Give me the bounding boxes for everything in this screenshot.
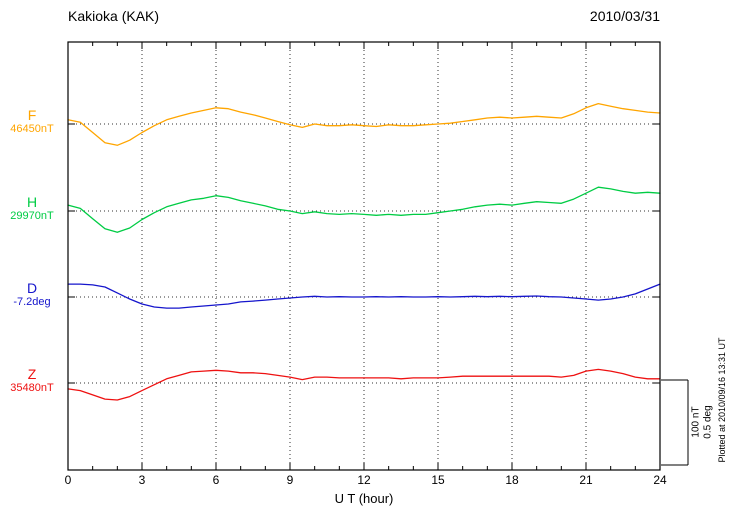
- series-label-Z: Z 35480nT: [2, 366, 62, 395]
- series-label-D: D -7.2deg: [2, 280, 62, 309]
- x-tick-12: 12: [357, 473, 371, 487]
- page-title: Kakioka (KAK): [68, 8, 160, 24]
- grid-lines: [68, 42, 660, 470]
- series-baseline-F: 46450nT: [10, 123, 54, 135]
- series-name-F: F: [27, 107, 37, 123]
- series-line-Z: [67, 368, 661, 401]
- plotted-at-label: Plotted at 2010/09/16 13:31 UT: [717, 337, 727, 463]
- x-axis-label: U T (hour): [334, 491, 394, 506]
- series-name-Z: Z: [27, 366, 37, 382]
- scale-bar: [661, 379, 689, 466]
- series-name-D: D: [26, 280, 38, 296]
- series-label-H: H 29970nT: [2, 194, 62, 223]
- series-baseline-Z: 35480nT: [10, 382, 54, 394]
- x-tick-9: 9: [286, 473, 294, 487]
- x-tick-18: 18: [505, 473, 519, 487]
- x-tick-24: 24: [653, 473, 667, 487]
- series-line-H: [67, 186, 661, 233]
- plot-frame: [67, 41, 661, 471]
- series-baseline-D: -7.2deg: [13, 296, 51, 308]
- x-tick-15: 15: [431, 473, 445, 487]
- x-tick-3: 3: [138, 473, 146, 487]
- date-label: 2010/03/31: [589, 8, 660, 24]
- series-baseline-H: 29970nT: [10, 210, 54, 222]
- scale-bar-nt-label: 100 nT: [690, 406, 702, 438]
- scale-bar-deg-label: 0.5 deg: [702, 405, 714, 439]
- x-tick-0: 0: [64, 473, 72, 487]
- series-label-F: F 46450nT: [2, 107, 62, 136]
- x-tick-21: 21: [579, 473, 593, 487]
- series-name-H: H: [26, 194, 38, 210]
- series-line-F: [67, 102, 661, 146]
- series-line-D: [67, 283, 661, 309]
- x-tick-6: 6: [212, 473, 220, 487]
